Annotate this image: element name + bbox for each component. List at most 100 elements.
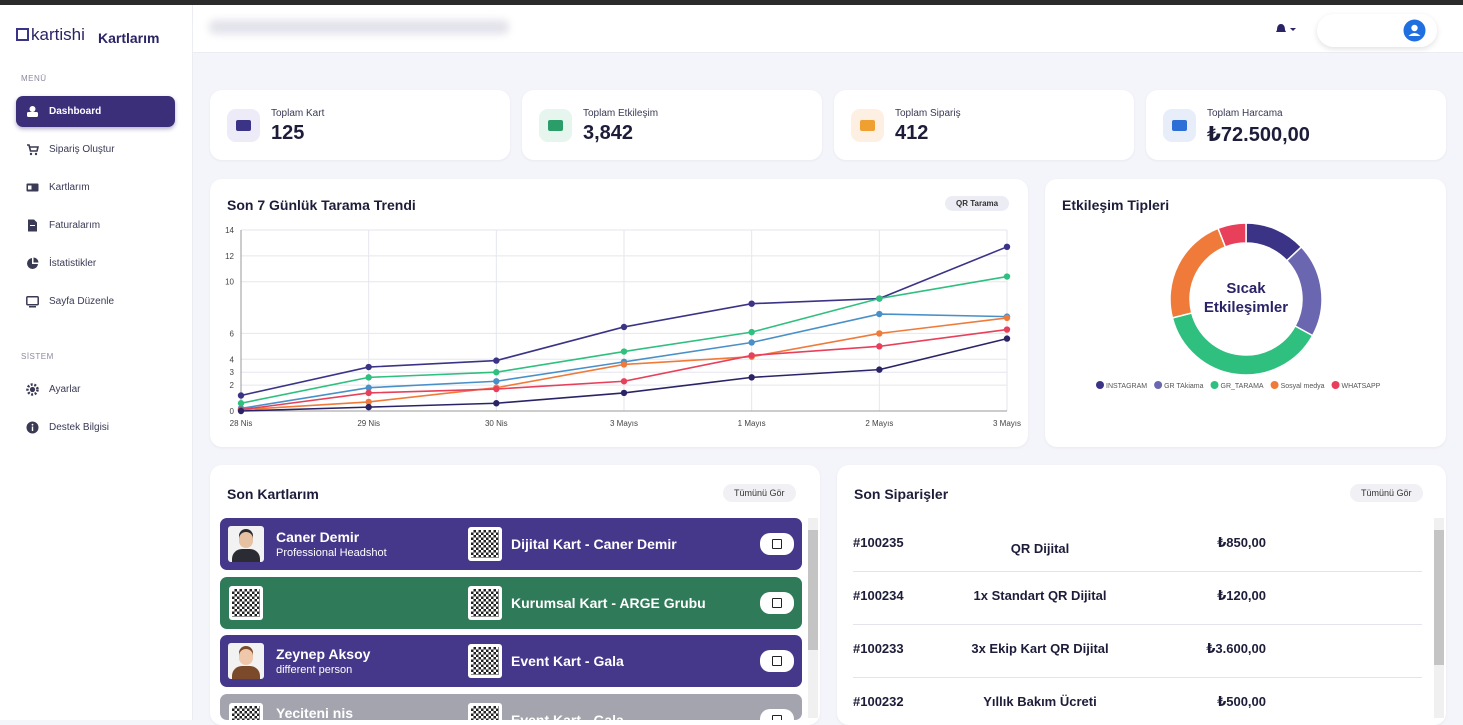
qr-code	[468, 702, 502, 720]
stat-icon-glyph	[860, 120, 875, 131]
menu-label: Destek Bilgisi	[49, 422, 110, 433]
menu-label: Ayarlar	[49, 384, 81, 395]
data-point	[748, 339, 755, 346]
menu-item[interactable]: Sayfa Düzenle	[16, 286, 175, 317]
edit-button[interactable]	[760, 591, 794, 614]
data-point	[1003, 243, 1011, 251]
pie-chart-title: Etkileşim Tipleri	[1062, 197, 1170, 213]
card-subtitle: different person	[276, 664, 353, 676]
data-point	[1003, 273, 1011, 280]
dropdown-caret	[1290, 28, 1296, 31]
row-separator	[853, 677, 1422, 678]
edit-icon	[772, 656, 782, 666]
top-bar	[193, 5, 1463, 53]
order-id: #100234	[853, 588, 904, 603]
card-title: Event Kart - Gala	[511, 711, 624, 720]
menu-item[interactable]: Faturalarım	[16, 210, 175, 241]
data-point	[493, 378, 500, 385]
qr-pattern	[232, 705, 260, 720]
edit-button[interactable]	[760, 533, 794, 555]
card-row[interactable]: Caner Demir Professional Headshot Dijital …	[220, 518, 802, 570]
stat-value: 412	[895, 122, 929, 144]
scroll-thumb[interactable]	[808, 530, 818, 650]
qr-pattern	[232, 588, 260, 617]
data-point	[748, 300, 755, 307]
notification-bell[interactable]	[1275, 22, 1299, 36]
menu-item[interactable]: Sipariş Oluştur	[16, 134, 175, 165]
data-point	[876, 330, 883, 337]
data-point	[493, 400, 500, 407]
icon-part	[31, 423, 34, 426]
menu-label: Sipariş Oluştur	[49, 144, 115, 155]
stat-icon-glyph	[548, 120, 563, 131]
card-row[interactable]: Kurumsal Kart - ARGE Grubu	[220, 576, 802, 629]
edit-button[interactable]	[760, 708, 794, 720]
data-point	[748, 352, 755, 359]
scrollbar[interactable]	[1434, 518, 1444, 718]
x-tick-label: 3 Mayıs	[993, 419, 1021, 428]
scroll-thumb[interactable]	[1434, 530, 1444, 665]
icon-part	[31, 426, 34, 431]
menu-item[interactable]: İstatistikler	[16, 248, 175, 279]
data-point	[876, 343, 883, 350]
see-all-button[interactable]: Tümünü Gör	[723, 484, 796, 502]
y-tick-label: 0	[230, 407, 235, 416]
card-row[interactable]: Zeynep Aksoy different person Event Kart -…	[220, 635, 802, 687]
icon-part	[27, 258, 38, 269]
donut-chart: Sıcak Etkileşimler INSTAGRAM GR TAkiama GR_T…	[1096, 222, 1381, 390]
data-point	[748, 374, 755, 381]
user-menu[interactable]	[1317, 14, 1437, 47]
x-tick-label: 28 Nis	[230, 419, 253, 428]
icon-part	[29, 106, 36, 112]
stat-value: 3,842	[583, 122, 634, 144]
photo-body	[232, 549, 260, 562]
card-title: Event Kart - Gala	[511, 653, 624, 669]
card-subtitle: Professional Headshot	[276, 547, 387, 559]
data-point	[620, 361, 628, 368]
legend-label: GR_TARAMA	[1221, 383, 1264, 390]
stat-icon	[227, 109, 260, 142]
legend-swatch	[1154, 381, 1163, 389]
menu-item[interactable]: Kartlarım	[16, 172, 175, 203]
stat-icon-glyph	[236, 120, 251, 131]
data-point	[237, 407, 245, 415]
card-row[interactable]: Yeciteni nis Event Kart - Gala	[220, 693, 802, 720]
menu-item[interactable]: Dashboard	[16, 96, 175, 127]
menu-item[interactable]: Ayarlar	[16, 374, 175, 405]
center-label-line: Etkileşimler	[1204, 299, 1288, 316]
row-separator	[853, 624, 1422, 625]
card-title: Kurumsal Kart - ARGE Grubu	[511, 594, 706, 611]
qr-code	[468, 585, 502, 620]
edit-icon	[772, 539, 782, 549]
photo-head	[239, 532, 253, 548]
menu-label: Sayfa Düzenle	[49, 296, 115, 307]
data-point	[876, 366, 883, 373]
data-point	[365, 384, 372, 391]
menu-label: Dashboard	[49, 106, 102, 117]
icon-part	[29, 306, 36, 308]
logo[interactable]: kartishi	[16, 25, 85, 45]
order-description: Yıllık Bakım Ücreti	[983, 694, 1097, 709]
menu-icon	[26, 183, 39, 192]
edit-button[interactable]	[760, 650, 794, 672]
order-price: ₺850,00	[1217, 535, 1266, 550]
icon-part	[30, 225, 35, 226]
stat-label: Toplam Sipariş	[895, 108, 961, 119]
legend-swatch	[1331, 381, 1340, 389]
order-description: 3x Ekip Kart QR Dijital	[971, 641, 1109, 656]
photo-body	[232, 666, 260, 679]
icon-part	[27, 144, 39, 152]
chart-badge[interactable]: QR Tarama	[945, 196, 1010, 211]
card-photo	[228, 526, 264, 562]
y-tick-label: 3	[230, 368, 235, 377]
scrollbar[interactable]	[808, 518, 818, 718]
menu-icon	[26, 383, 39, 396]
see-all-button[interactable]: Tümünü Gör	[1350, 484, 1423, 502]
menu-icon	[27, 144, 39, 156]
icon-part	[26, 296, 39, 306]
legend-label: GR TAkiama	[1164, 383, 1204, 390]
stat-icon-glyph	[1172, 120, 1187, 131]
menu-item[interactable]: Destek Bilgisi	[16, 412, 175, 443]
data-point	[365, 403, 372, 411]
stat-label: Toplam Kart	[271, 108, 325, 119]
